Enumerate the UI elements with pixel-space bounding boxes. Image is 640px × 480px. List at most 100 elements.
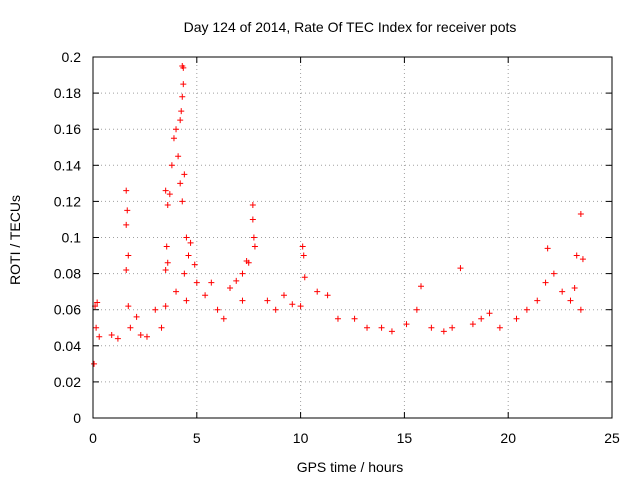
data-point — [280, 292, 287, 299]
y-axis-title: ROTI / TECUs — [7, 195, 23, 285]
data-point — [496, 324, 503, 331]
data-point — [168, 162, 175, 169]
x-tick-label: 15 — [397, 430, 413, 446]
data-point — [227, 285, 234, 292]
data-point — [94, 299, 101, 306]
data-point — [378, 324, 385, 331]
data-point — [179, 93, 186, 100]
data-point — [403, 321, 410, 328]
data-point — [300, 252, 307, 259]
data-point — [440, 328, 447, 335]
data-point — [577, 211, 584, 218]
data-point — [413, 306, 420, 313]
data-point — [127, 324, 134, 331]
y-tick-label: 0 — [73, 410, 81, 426]
data-point — [164, 259, 171, 266]
data-point — [208, 279, 215, 286]
x-tick-label: 0 — [89, 430, 97, 446]
data-point — [183, 234, 190, 241]
data-point — [457, 265, 464, 272]
y-tick-label: 0.08 — [54, 266, 81, 282]
data-point — [143, 333, 150, 340]
data-point — [573, 252, 580, 259]
data-point — [567, 297, 574, 304]
y-tick-label: 0.16 — [54, 121, 81, 137]
data-point — [125, 303, 132, 310]
x-tick-label: 20 — [500, 430, 516, 446]
y-tick-label: 0.14 — [54, 157, 81, 173]
data-point — [162, 187, 169, 194]
data-point — [108, 331, 115, 338]
plot-frame — [92, 56, 613, 419]
data-point — [214, 306, 221, 313]
data-point — [469, 321, 476, 328]
data-point — [185, 252, 192, 259]
y-tick-label: 0.1 — [62, 230, 82, 246]
data-point — [123, 266, 130, 273]
data-point — [550, 270, 557, 277]
data-point — [124, 207, 131, 214]
data-point — [180, 64, 187, 71]
data-point — [173, 288, 180, 295]
data-point — [96, 333, 103, 340]
data-point — [91, 360, 98, 367]
axis-ticks — [92, 56, 613, 419]
data-point — [202, 292, 209, 299]
chart-title: Day 124 of 2014, Rate Of TEC Index for r… — [184, 19, 517, 35]
data-point — [418, 283, 425, 290]
data-point — [163, 243, 170, 250]
y-tick-label: 0.2 — [62, 49, 82, 65]
data-point — [233, 277, 240, 284]
data-point — [123, 187, 130, 194]
data-point — [544, 245, 551, 252]
data-point — [187, 239, 194, 246]
data-point — [250, 234, 257, 241]
data-point — [249, 216, 256, 223]
data-point — [579, 256, 586, 263]
data-point — [152, 306, 159, 313]
data-point — [364, 324, 371, 331]
data-point — [137, 331, 144, 338]
y-tick-label: 0.06 — [54, 302, 81, 318]
data-point — [289, 301, 296, 308]
data-point — [513, 315, 520, 322]
data-point — [251, 243, 258, 250]
data-point — [523, 306, 530, 313]
data-point — [173, 126, 180, 133]
data-point — [93, 324, 100, 331]
data-point — [193, 279, 200, 286]
data-point — [324, 292, 331, 299]
data-point — [534, 297, 541, 304]
y-tick-label: 0.04 — [54, 338, 81, 354]
data-point — [478, 315, 485, 322]
data-point — [245, 259, 252, 266]
data-point — [249, 202, 256, 209]
data-marks — [91, 63, 586, 367]
data-point — [239, 297, 246, 304]
data-point — [314, 288, 321, 295]
y-tick-label: 0.18 — [54, 85, 81, 101]
data-point — [125, 252, 132, 259]
data-point — [162, 266, 169, 273]
x-tick-labels: 0 5 10 15 20 25 — [89, 430, 620, 446]
data-point — [559, 288, 566, 295]
data-point — [175, 153, 182, 160]
data-point — [220, 315, 227, 322]
data-point — [158, 324, 165, 331]
y-tick-labels: 0 0.02 0.04 0.06 0.08 0.1 0.12 0.14 0.16 0.18 0.2 — [54, 49, 81, 426]
data-point — [123, 221, 130, 228]
data-point — [428, 324, 435, 331]
data-point — [449, 324, 456, 331]
data-point — [299, 243, 306, 250]
data-point — [577, 306, 584, 313]
data-point — [177, 117, 184, 124]
data-point — [114, 335, 121, 342]
data-point — [179, 198, 186, 205]
data-point — [486, 310, 493, 317]
data-point — [334, 315, 341, 322]
data-point — [542, 279, 549, 286]
grid — [93, 57, 612, 418]
y-tick-label: 0.02 — [54, 374, 81, 390]
data-point — [191, 261, 198, 268]
